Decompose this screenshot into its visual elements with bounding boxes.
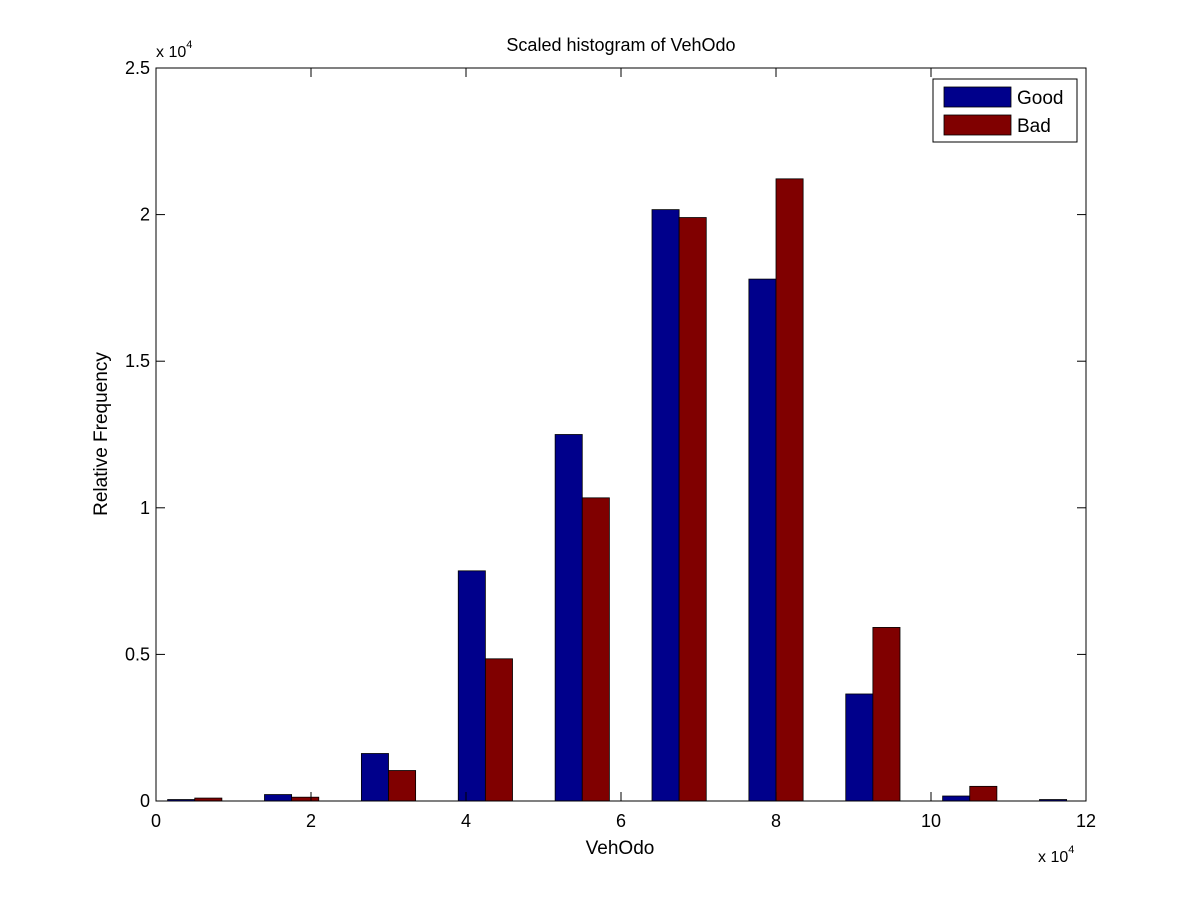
y-tick-label: 0.5 bbox=[125, 644, 150, 664]
bar-bad-bin-5 bbox=[581, 497, 610, 802]
x-tick-label: 2 bbox=[306, 811, 316, 831]
bar-good-bin-4 bbox=[457, 570, 486, 802]
x-exponent-base: x 10 bbox=[1038, 849, 1068, 866]
x-tick-label: 4 bbox=[461, 811, 471, 831]
y-tick-label: 2.5 bbox=[125, 58, 150, 78]
bar-bad-bin-3 bbox=[388, 770, 417, 802]
legend-label-bad: Bad bbox=[1017, 116, 1051, 137]
x-tick-label: 0 bbox=[151, 811, 161, 831]
bars-layer bbox=[167, 178, 1068, 802]
x-tick-label: 10 bbox=[921, 811, 941, 831]
y-axis-label: Relative Frequency bbox=[91, 352, 112, 516]
y-tick-label: 1 bbox=[140, 498, 150, 518]
bar-good-bin-3 bbox=[360, 753, 389, 802]
bar-bad-bin-9 bbox=[969, 785, 998, 802]
x-exponent-power: 4 bbox=[1068, 844, 1074, 856]
ticks-layer: 0 2 4 6 8 10 12 0 0.5 1 1.5 2 2.5 bbox=[125, 58, 1096, 831]
y-tick-label: 1.5 bbox=[125, 351, 150, 371]
legend-swatch-bad bbox=[943, 114, 1012, 136]
bar-bad-bin-4 bbox=[484, 658, 513, 802]
y-exponent-base: x 10 bbox=[156, 44, 186, 61]
x-exponent-label: x 104 bbox=[1038, 844, 1074, 866]
bar-good-bin-8 bbox=[845, 693, 874, 802]
bar-good-bin-5 bbox=[554, 434, 583, 802]
bar-good-bin-7 bbox=[748, 278, 777, 802]
y-exponent-label: x 104 bbox=[156, 39, 192, 61]
legend-swatch-good bbox=[943, 86, 1012, 108]
x-tick-label: 12 bbox=[1076, 811, 1096, 831]
bar-good-bin-9 bbox=[942, 795, 971, 802]
y-tick-label: 2 bbox=[140, 205, 150, 225]
x-axis-label: VehOdo bbox=[586, 838, 655, 859]
x-tick-label: 8 bbox=[771, 811, 781, 831]
y-exponent-power: 4 bbox=[186, 39, 192, 51]
bar-bad-bin-7 bbox=[775, 178, 804, 802]
bar-good-bin-6 bbox=[651, 209, 680, 802]
bar-good-bin-2 bbox=[264, 794, 293, 802]
bar-bad-bin-6 bbox=[678, 217, 707, 802]
y-tick-label: 0 bbox=[140, 791, 150, 811]
x-tick-label: 6 bbox=[616, 811, 626, 831]
bar-bad-bin-2 bbox=[291, 796, 320, 802]
bar-bad-bin-8 bbox=[872, 627, 901, 802]
legend: Good Bad bbox=[932, 78, 1078, 143]
plot-area bbox=[156, 68, 1086, 801]
chart-title: Scaled histogram of VehOdo bbox=[506, 35, 735, 55]
legend-label-good: Good bbox=[1017, 88, 1063, 109]
